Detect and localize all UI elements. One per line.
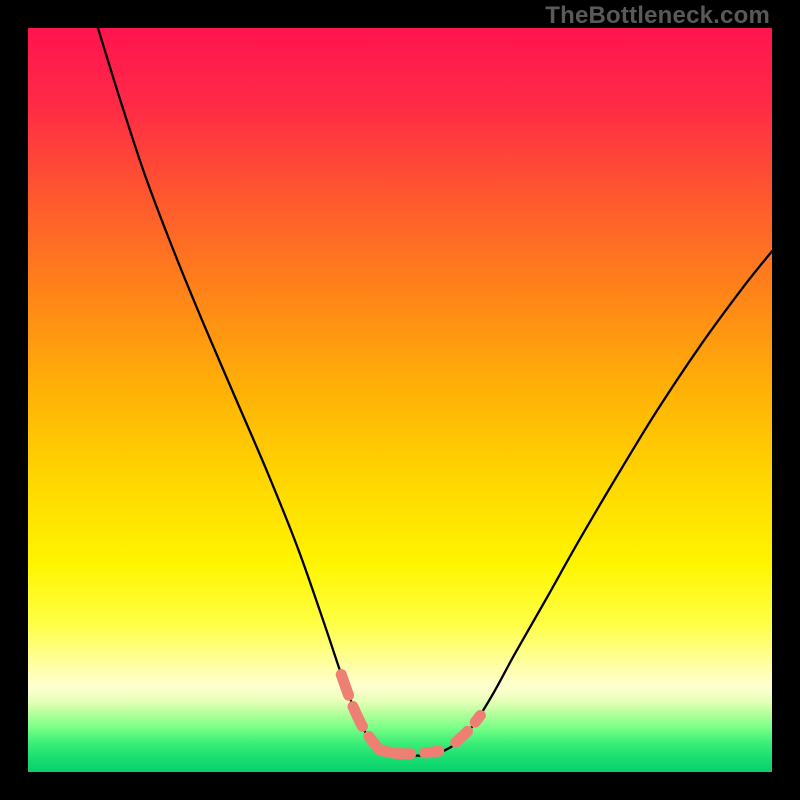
dash-overlay-right xyxy=(456,715,481,742)
chart-stage: TheBottleneck.com xyxy=(0,0,800,800)
curve-layer xyxy=(28,28,772,772)
watermark-text: TheBottleneck.com xyxy=(545,2,770,30)
bottleneck-curve xyxy=(98,28,772,756)
plot-area xyxy=(28,28,772,772)
dash-overlay-left xyxy=(341,675,376,746)
dash-overlay-bottom xyxy=(379,750,439,754)
